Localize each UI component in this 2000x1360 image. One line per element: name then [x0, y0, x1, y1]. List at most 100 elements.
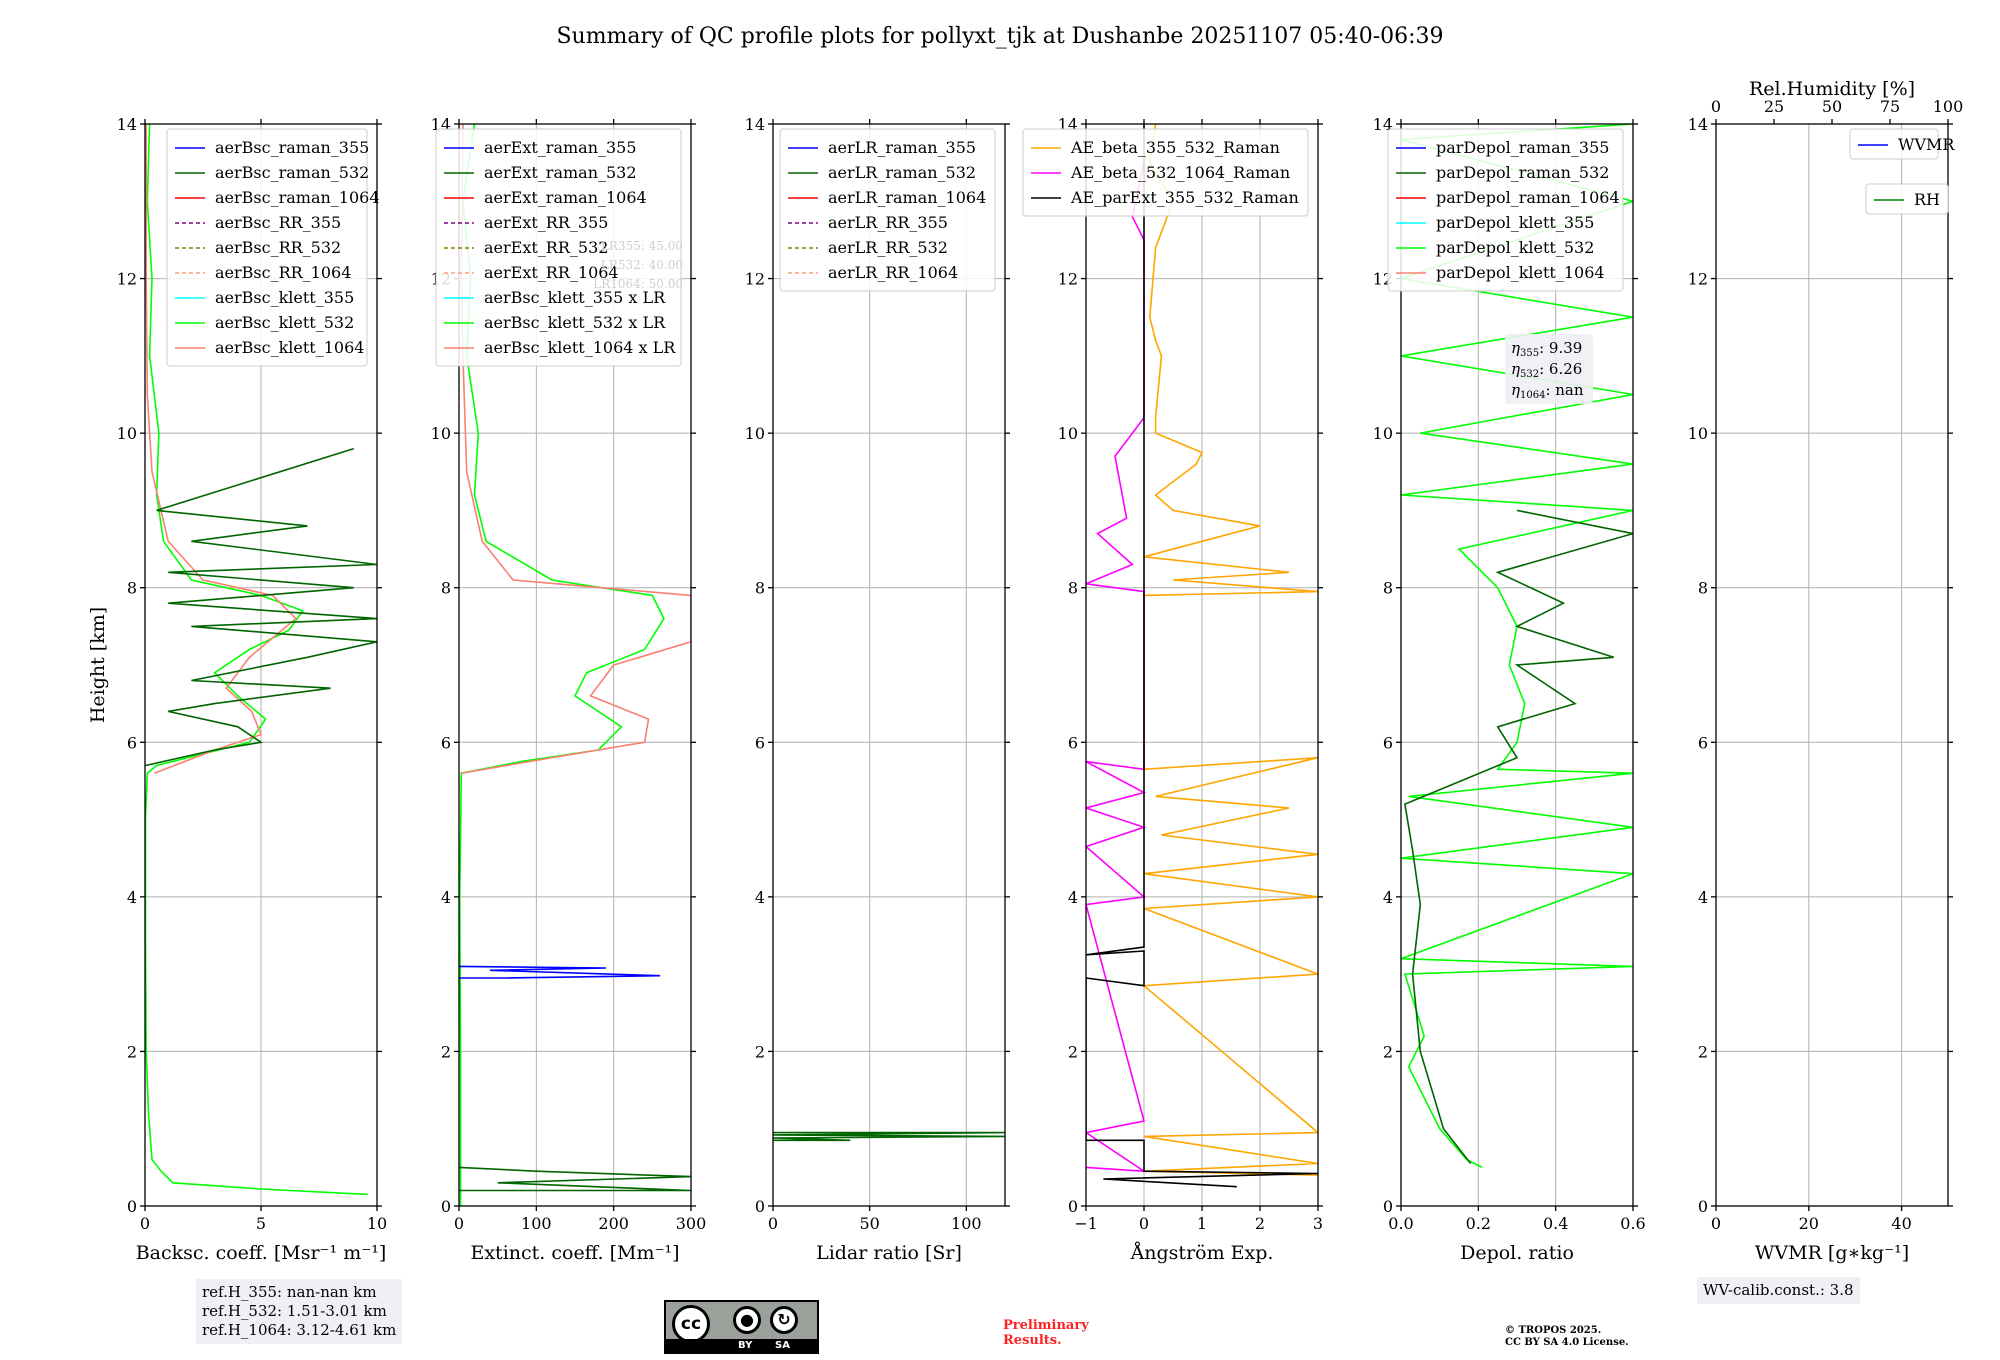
- by-attribution-icon: ●: [733, 1306, 761, 1334]
- y-tick-label: 14: [1373, 115, 1393, 134]
- series-AE_parExt_355_532_Raman: [1086, 124, 1318, 1188]
- x-tick-label: 20: [1799, 1214, 1819, 1233]
- wv-calib-text: WV-calib.const.: 3.8: [1703, 1281, 1854, 1299]
- x-axis-label: Lidar ratio [Sr]: [816, 1242, 962, 1264]
- x-axis-label: WVMR [g∗kg⁻¹]: [1755, 1242, 1909, 1264]
- legend-label: aerBsc_klett_1064: [215, 338, 364, 357]
- figure-title: Summary of QC profile plots for pollyxt_…: [556, 24, 1443, 49]
- x-tick-label: 0: [768, 1214, 778, 1233]
- axes-frame: [772, 123, 1006, 1207]
- legend-label: parDepol_raman_532: [1436, 163, 1609, 182]
- series-aerExt_raman_355: [459, 965, 661, 979]
- legend-label: aerLR_RR_532: [828, 238, 948, 257]
- y-tick-label: 6: [127, 733, 137, 752]
- y-tick-label: 4: [441, 888, 451, 907]
- x-tick-label: 3: [1313, 1214, 1323, 1233]
- y-tick-label: 2: [441, 1042, 451, 1061]
- y-tick-label: 12: [1688, 270, 1708, 289]
- lidar-ratio-annotation: LR355: 45.00: [601, 239, 683, 253]
- legend-label: aerLR_RR_1064: [828, 263, 958, 282]
- preliminary-line-1: Preliminary: [1003, 1318, 1089, 1333]
- legend-label: aerBsc_raman_1064: [215, 188, 380, 207]
- x-tick-label: 0: [454, 1214, 464, 1233]
- legend-label: AE_beta_532_1064_Raman: [1070, 163, 1290, 182]
- series-aerExt_raman_532: [459, 1166, 691, 1192]
- lidar-ratio-annotation: LR1064: 50.00: [593, 277, 683, 291]
- y-tick-label: 6: [1698, 733, 1708, 752]
- x-tick-label: 100: [521, 1214, 552, 1233]
- y-tick-label: 4: [1383, 888, 1393, 907]
- y-tick-label: 2: [755, 1042, 765, 1061]
- legend-label: aerBsc_RR_1064: [215, 263, 351, 282]
- series-aerBsc_klett_1064 x LR: [460, 124, 691, 774]
- preliminary-note: Preliminary Results.: [1003, 1318, 1089, 1348]
- legend: AE_beta_355_532_Raman AE_beta_532_1064_Ra…: [1022, 128, 1309, 217]
- x-tick-label: −1: [1074, 1214, 1098, 1233]
- legend-label: aerBsc_klett_532 x LR: [484, 313, 666, 332]
- copyright-line-2: CC BY SA 4.0 License.: [1505, 1337, 1629, 1348]
- ref-height-532: ref.H_532: 1.51-3.01 km: [202, 1302, 387, 1320]
- legend-label: aerLR_raman_1064: [828, 188, 986, 207]
- legend-label: aerExt_RR_1064: [484, 263, 619, 282]
- x-tick-label: 1: [1197, 1214, 1207, 1233]
- legend-label: parDepol_klett_355: [1436, 213, 1594, 232]
- legend-box: [1387, 128, 1624, 292]
- legend: aerLR_raman_355 aerLR_raman_532 aerLR_rama…: [779, 128, 996, 292]
- y-tick-label: 4: [127, 888, 137, 907]
- y-tick-label: 0: [127, 1197, 137, 1216]
- legend-label: RH: [1914, 190, 1940, 209]
- y-tick-label: 4: [1068, 888, 1078, 907]
- x-tick-label: 0: [140, 1214, 150, 1233]
- legend-label: aerExt_raman_355: [484, 138, 637, 157]
- legend-label: aerBsc_RR_532: [215, 238, 341, 257]
- y-tick-label: 14: [1688, 115, 1708, 134]
- eta-box: [1505, 334, 1593, 404]
- y-tick-label: 14: [117, 115, 137, 134]
- x-tick-label: 300: [676, 1214, 707, 1233]
- eta-value: η1064: nan: [1511, 381, 1584, 401]
- series-aerBsc_klett_1064: [145, 124, 297, 774]
- panel-lidar_ratio: 0 2 4 6 8 10 12 14 0 50 100 Lidar ratio [Sr] aerLR_r…: [745, 115, 1010, 1264]
- legend-box: [166, 128, 368, 367]
- preliminary-line-2: Results.: [1003, 1333, 1062, 1348]
- cc-license-badge: cc ● ↻ BY SA: [664, 1300, 819, 1354]
- legend-box: [1865, 183, 1949, 215]
- lidar-ratio-annotation: LR532: 40.00: [601, 258, 683, 272]
- y-tick-label: 12: [1058, 270, 1078, 289]
- x-axis-label: Backsc. coeff. [Msr⁻¹ m⁻¹]: [136, 1242, 387, 1264]
- y-tick-label: 8: [127, 579, 137, 598]
- legend-box: [1022, 128, 1309, 217]
- y-tick-label: 10: [1688, 424, 1708, 443]
- sa-share-alike-icon: ↻: [770, 1306, 798, 1334]
- y-tick-label: 0: [1068, 1197, 1078, 1216]
- legend-label: parDepol_klett_1064: [1436, 263, 1605, 282]
- legend-label: aerLR_RR_355: [828, 213, 948, 232]
- axes-frame: [458, 123, 692, 1207]
- legend-label: aerBsc_klett_355 x LR: [484, 288, 666, 307]
- y-tick-label: 2: [1068, 1042, 1078, 1061]
- y-tick-label: 8: [441, 579, 451, 598]
- y-tick-label: 10: [117, 424, 137, 443]
- series-parDepol_klett_532: [1401, 124, 1633, 1169]
- panel-extinction: 024681012140100200300Extinct. coeff. [Mm…: [431, 115, 707, 1264]
- legend-label: WVMR: [1898, 135, 1955, 154]
- copyright-note: © TROPOS 2025. CC BY SA 4.0 License.: [1505, 1325, 1629, 1349]
- y-tick-label: 10: [431, 424, 451, 443]
- y-tick-label: 6: [755, 733, 765, 752]
- series-aerBsc_klett_532: [145, 124, 368, 1196]
- top-axis-label: Rel.Humidity [%]: [1749, 78, 1915, 100]
- x-axis-label: Ångström Exp.: [1130, 1242, 1274, 1264]
- x-tick-label: 5: [256, 1214, 266, 1233]
- x-axis-label: Depol. ratio: [1460, 1242, 1574, 1264]
- x-tick-label: 50: [859, 1214, 879, 1233]
- y-tick-label: 0: [1383, 1197, 1393, 1216]
- legend-label: aerBsc_RR_355: [215, 213, 341, 232]
- y-tick-label: 6: [1068, 733, 1078, 752]
- ref-height-1064: ref.H_1064: 3.12-4.61 km: [202, 1321, 397, 1339]
- wv-calib-box: WV-calib.const.: 3.8: [1697, 1277, 1860, 1304]
- x-axis-label: Extinct. coeff. [Mm⁻¹]: [470, 1242, 679, 1264]
- x-tick-label: 0.2: [1466, 1214, 1491, 1233]
